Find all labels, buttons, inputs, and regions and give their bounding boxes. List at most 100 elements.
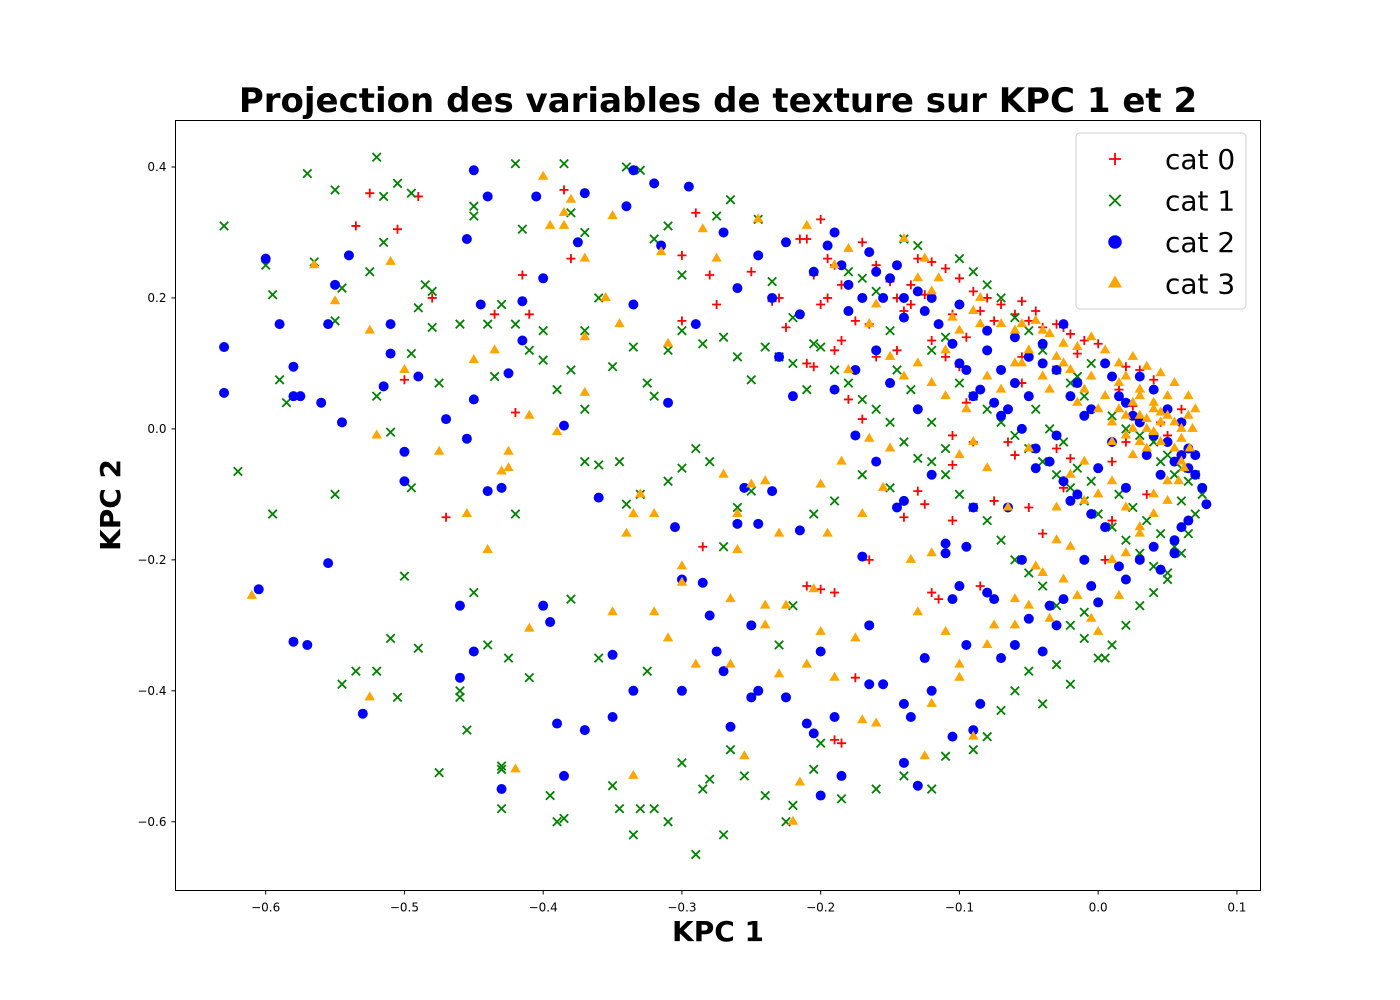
data-point: [1127, 449, 1139, 459]
data-point: [1030, 463, 1041, 474]
data-point: [975, 384, 986, 395]
data-point: [600, 291, 611, 301]
data-point: [1106, 553, 1118, 563]
data-point: [947, 516, 957, 526]
data-point: [607, 361, 618, 372]
data-point: [1009, 324, 1021, 334]
data-point: [1134, 371, 1145, 382]
data-point: [1121, 362, 1131, 372]
data-point: [816, 584, 826, 594]
data-point: [815, 625, 826, 635]
data-point: [1162, 404, 1173, 415]
data-point: [649, 803, 660, 814]
data-point: [607, 711, 618, 722]
data-point: [552, 384, 562, 395]
data-point: [1065, 329, 1075, 339]
series-cat-3: [246, 170, 1201, 825]
data-point: [392, 178, 403, 189]
data-point: [219, 221, 229, 231]
data-point: [1044, 456, 1055, 467]
data-point: [1114, 489, 1124, 500]
data-point: [1169, 416, 1180, 426]
data-point: [794, 309, 805, 320]
data-point: [912, 286, 923, 297]
data-point: [732, 283, 743, 294]
data-point: [1127, 350, 1139, 360]
data-point: [1058, 573, 1069, 583]
data-point: [454, 600, 465, 611]
data-point: [815, 342, 826, 352]
data-point: [1023, 568, 1034, 578]
data-point: [1044, 327, 1055, 337]
data-point: [496, 482, 507, 493]
data-point: [843, 242, 854, 252]
data-point: [357, 708, 368, 719]
data-point: [1121, 437, 1131, 447]
data-point: [878, 679, 889, 690]
data-point: [982, 325, 993, 336]
data-point: [878, 292, 889, 303]
data-point: [982, 293, 992, 303]
data-point: [1142, 489, 1152, 499]
data-point: [975, 318, 986, 328]
data-point: [1086, 370, 1097, 380]
data-point: [662, 632, 674, 642]
data-point: [954, 299, 965, 310]
data-point: [940, 751, 951, 762]
data-point: [1092, 403, 1104, 413]
data-point: [968, 391, 979, 402]
data-point: [1058, 337, 1069, 347]
data-point: [913, 254, 923, 264]
data-point: [954, 358, 965, 369]
data-point: [621, 527, 632, 537]
data-point: [857, 237, 867, 247]
data-point: [1093, 653, 1104, 663]
x-axis-title: KPC 1: [672, 915, 764, 948]
data-point: [1148, 587, 1159, 598]
data-point: [676, 560, 688, 570]
data-point: [330, 279, 341, 290]
data-point: [628, 342, 639, 352]
data-point: [926, 345, 937, 356]
data-point: [1169, 377, 1180, 387]
legend-label: cat 1: [1165, 185, 1235, 218]
data-point: [843, 363, 854, 373]
data-point: [988, 619, 1000, 629]
data-point: [468, 201, 479, 212]
data-point: [1162, 574, 1173, 585]
data-point: [808, 509, 819, 519]
data-point: [455, 692, 465, 703]
data-point: [1107, 640, 1117, 650]
data-point: [1107, 516, 1117, 526]
data-point: [816, 214, 826, 224]
data-point: [690, 658, 702, 668]
data-point: [843, 394, 853, 404]
chart-title: Projection des variables de texture sur …: [239, 81, 1197, 121]
data-point: [1051, 659, 1062, 670]
data-point: [1155, 456, 1166, 467]
data-point: [1079, 410, 1090, 421]
data-point: [468, 354, 480, 364]
data-point: [1079, 554, 1090, 565]
data-point: [1037, 566, 1048, 576]
data-point: [941, 352, 951, 362]
data-point: [926, 456, 937, 467]
data-point: [427, 322, 438, 333]
data-point: [1183, 409, 1194, 419]
data-point: [919, 750, 930, 760]
data-point: [898, 495, 909, 506]
data-point: [704, 610, 715, 621]
data-point: [843, 306, 854, 317]
data-point: [399, 446, 410, 457]
data-point: [655, 246, 667, 256]
data-point: [718, 332, 729, 343]
legend: cat 0 cat 1 cat 2 cat 3: [1075, 132, 1247, 310]
data-point: [1169, 535, 1180, 546]
data-point: [1176, 404, 1186, 414]
data-point: [829, 384, 840, 395]
data-point: [579, 386, 591, 396]
data-point: [906, 280, 916, 290]
x-axis: −0.6 −0.5 −0.4 −0.3 −0.2 −0.1 0.0 0.1: [251, 890, 1246, 915]
data-point: [919, 653, 930, 664]
data-point: [323, 319, 334, 330]
